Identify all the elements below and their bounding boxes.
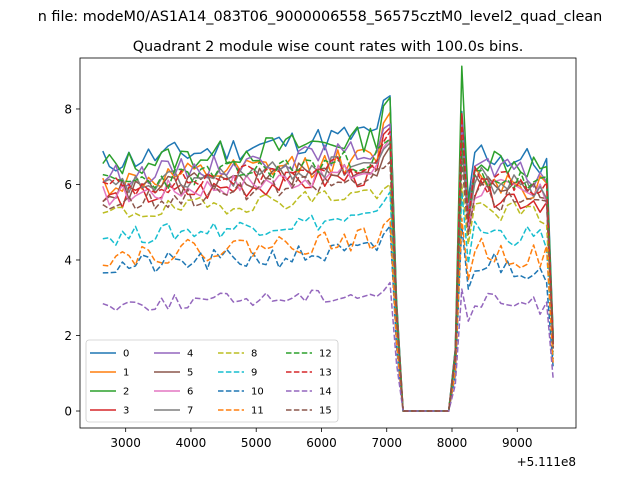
legend-label-2: 2 [123, 387, 129, 398]
x-tick-label: 7000 [371, 436, 402, 450]
legend-label-9: 9 [251, 368, 257, 379]
series-line-6 [102, 138, 554, 412]
series-line-5 [102, 145, 554, 412]
y-axis: 0 2 4 6 8 [64, 102, 80, 419]
legend-box [85, 339, 339, 423]
y-tick-label: 2 [64, 329, 72, 343]
axes-frame [79, 57, 577, 429]
series-line-9 [102, 191, 554, 412]
legend-label-13: 13 [319, 368, 332, 379]
series-line-11 [102, 217, 554, 412]
x-tick-label: 6000 [306, 436, 337, 450]
x-tick-label: 9000 [502, 436, 533, 450]
x-axis: 3000 4000 5000 6000 7000 8000 9000 [110, 428, 533, 450]
legend-label-10: 10 [251, 387, 264, 398]
series-line-15 [102, 161, 554, 412]
legend-label-11: 11 [251, 406, 264, 417]
series-line-8 [102, 183, 554, 412]
series-line-0 [102, 95, 554, 412]
legend-label-8: 8 [251, 349, 257, 360]
series-line-10 [102, 225, 554, 412]
legend-label-7: 7 [187, 406, 193, 417]
legend-label-15: 15 [319, 406, 332, 417]
y-tick-label: 0 [64, 405, 72, 419]
legend-label-5: 5 [187, 368, 193, 379]
legend-label-3: 3 [123, 406, 129, 417]
series-line-2 [102, 65, 554, 412]
series-layer [102, 65, 554, 412]
legend-label-4: 4 [187, 349, 193, 360]
x-offset-label: +5.111e8 [517, 455, 576, 469]
series-line-12 [102, 138, 554, 412]
figure-suptitle: n file: modeM0/AS1A14_083T06_9000006558_… [38, 9, 603, 25]
y-tick-label: 6 [64, 178, 72, 192]
legend-label-0: 0 [123, 349, 129, 360]
series-line-14 [102, 281, 554, 412]
series-line-13 [102, 116, 554, 412]
series-line-4 [102, 123, 554, 412]
chart-title: Quadrant 2 module wise count rates with … [133, 39, 524, 55]
x-tick-label: 4000 [176, 436, 207, 450]
y-tick-label: 8 [64, 102, 72, 116]
y-tick-label: 4 [64, 253, 72, 267]
legend-label-1: 1 [123, 368, 129, 379]
x-tick-label: 5000 [241, 436, 272, 450]
legend-label-12: 12 [319, 349, 332, 360]
x-tick-label: 8000 [437, 436, 468, 450]
x-tick-label: 3000 [110, 436, 141, 450]
legend-label-14: 14 [319, 387, 332, 398]
legend-label-6: 6 [187, 387, 193, 398]
